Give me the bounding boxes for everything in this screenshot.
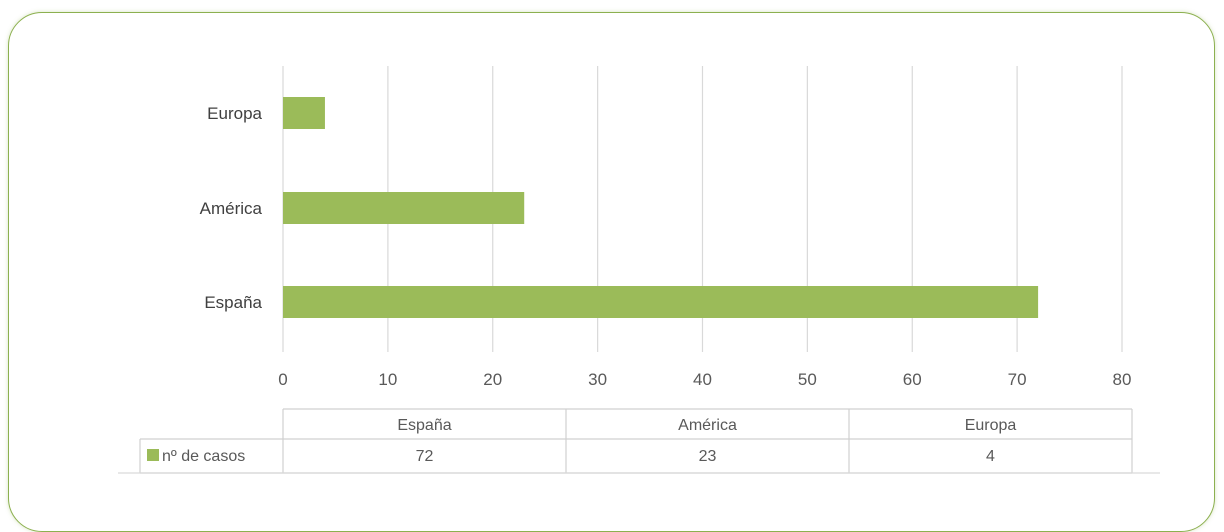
x-tick-label: 80 bbox=[1113, 370, 1132, 389]
category-label: Europa bbox=[207, 104, 262, 123]
x-tick-label: 70 bbox=[1008, 370, 1027, 389]
x-axis-tick-labels: 0 10 20 30 40 50 60 70 80 bbox=[278, 370, 1131, 389]
x-tick-label: 10 bbox=[378, 370, 397, 389]
legend-series-name: nº de casos bbox=[162, 448, 245, 465]
bars bbox=[283, 97, 1039, 318]
table-header-cell: América bbox=[678, 417, 737, 434]
x-tick-label: 0 bbox=[278, 370, 287, 389]
x-tick-label: 30 bbox=[588, 370, 607, 389]
x-tick-label: 50 bbox=[798, 370, 817, 389]
x-tick-label: 60 bbox=[903, 370, 922, 389]
category-labels: España América Europa bbox=[200, 104, 263, 312]
table-value-cell: 23 bbox=[699, 448, 717, 465]
table-value-cell: 4 bbox=[986, 448, 995, 465]
x-tick-label: 20 bbox=[483, 370, 502, 389]
table-header-cell: España bbox=[397, 417, 451, 434]
bar bbox=[283, 192, 525, 224]
category-label: España bbox=[204, 293, 262, 312]
category-label: América bbox=[200, 199, 263, 218]
table-header-cell: Europa bbox=[965, 417, 1017, 434]
data-table: España América Europa nº de casos 72 23 4 bbox=[139, 408, 1133, 474]
legend-swatch bbox=[147, 449, 159, 461]
table-value-cell: 72 bbox=[416, 448, 434, 465]
bar bbox=[283, 286, 1039, 318]
bar bbox=[283, 97, 325, 129]
chart-frame bbox=[8, 12, 1215, 532]
x-tick-label: 40 bbox=[693, 370, 712, 389]
